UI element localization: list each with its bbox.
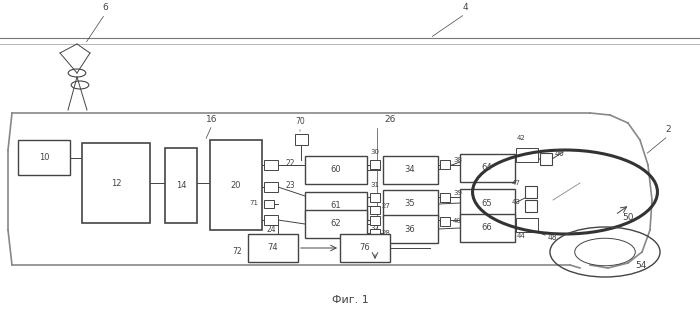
Bar (295, 134, 308, 145)
Text: 14: 14 (176, 181, 186, 190)
Text: 61: 61 (330, 202, 342, 211)
Bar (82, 143, 150, 223)
Bar (525, 200, 537, 212)
Bar (516, 148, 538, 162)
Bar (440, 160, 450, 169)
Text: Фиг. 1: Фиг. 1 (332, 295, 368, 305)
Text: 74: 74 (267, 244, 279, 252)
Bar (18, 140, 70, 175)
Text: 50: 50 (622, 213, 634, 223)
Text: 32: 32 (370, 225, 379, 231)
Text: 54: 54 (635, 260, 646, 269)
Text: 44: 44 (517, 233, 526, 239)
Text: 65: 65 (482, 198, 492, 208)
Bar (460, 154, 515, 182)
Bar (370, 206, 380, 214)
Text: 35: 35 (405, 199, 415, 209)
Bar (264, 200, 274, 208)
Text: 27: 27 (382, 203, 391, 209)
Text: 24: 24 (266, 225, 276, 234)
Text: 4: 4 (462, 3, 468, 12)
Bar (516, 218, 538, 232)
Bar (340, 234, 390, 262)
Text: 72: 72 (232, 247, 242, 257)
Bar (460, 214, 515, 242)
Text: 40: 40 (453, 218, 462, 224)
Text: 31: 31 (370, 182, 379, 188)
Bar (540, 153, 552, 165)
Bar (383, 156, 438, 184)
Text: 70: 70 (295, 117, 305, 127)
Text: 10: 10 (38, 153, 49, 162)
Bar (460, 189, 515, 217)
Bar (525, 186, 537, 198)
Bar (370, 160, 380, 169)
Text: 20: 20 (231, 181, 241, 190)
Bar (305, 210, 367, 238)
Text: 26: 26 (384, 115, 395, 125)
Text: 2: 2 (665, 126, 671, 135)
Text: 38: 38 (453, 157, 462, 163)
Bar (210, 140, 262, 230)
Text: 6: 6 (102, 3, 108, 12)
Text: 48: 48 (548, 233, 558, 243)
Text: 43: 43 (512, 199, 521, 205)
Text: 34: 34 (405, 165, 415, 175)
Bar (383, 190, 438, 218)
Bar (440, 217, 450, 226)
Bar (305, 192, 367, 220)
Bar (440, 193, 450, 202)
Bar (264, 215, 278, 225)
Text: 12: 12 (111, 178, 121, 188)
Text: 22: 22 (285, 158, 295, 168)
Text: 30: 30 (370, 149, 379, 155)
Bar (165, 148, 197, 223)
Bar (370, 216, 380, 225)
Bar (370, 193, 380, 202)
Text: 60: 60 (330, 165, 342, 175)
Text: 62: 62 (330, 219, 342, 229)
Bar (370, 229, 380, 238)
Text: 66: 66 (482, 224, 492, 232)
Text: 36: 36 (405, 225, 415, 233)
Text: 71: 71 (249, 200, 258, 206)
Text: 76: 76 (360, 244, 370, 252)
Text: 23: 23 (285, 181, 295, 190)
Text: 47: 47 (512, 180, 521, 186)
Bar (383, 215, 438, 243)
Text: 42: 42 (517, 135, 526, 141)
Bar (264, 160, 278, 170)
Text: 16: 16 (206, 115, 218, 125)
Bar (264, 182, 278, 192)
Text: 28: 28 (382, 230, 391, 236)
Text: 39: 39 (453, 190, 462, 196)
Bar (248, 234, 298, 262)
Text: 46: 46 (555, 149, 565, 157)
Text: 64: 64 (482, 163, 492, 172)
Bar (305, 156, 367, 184)
